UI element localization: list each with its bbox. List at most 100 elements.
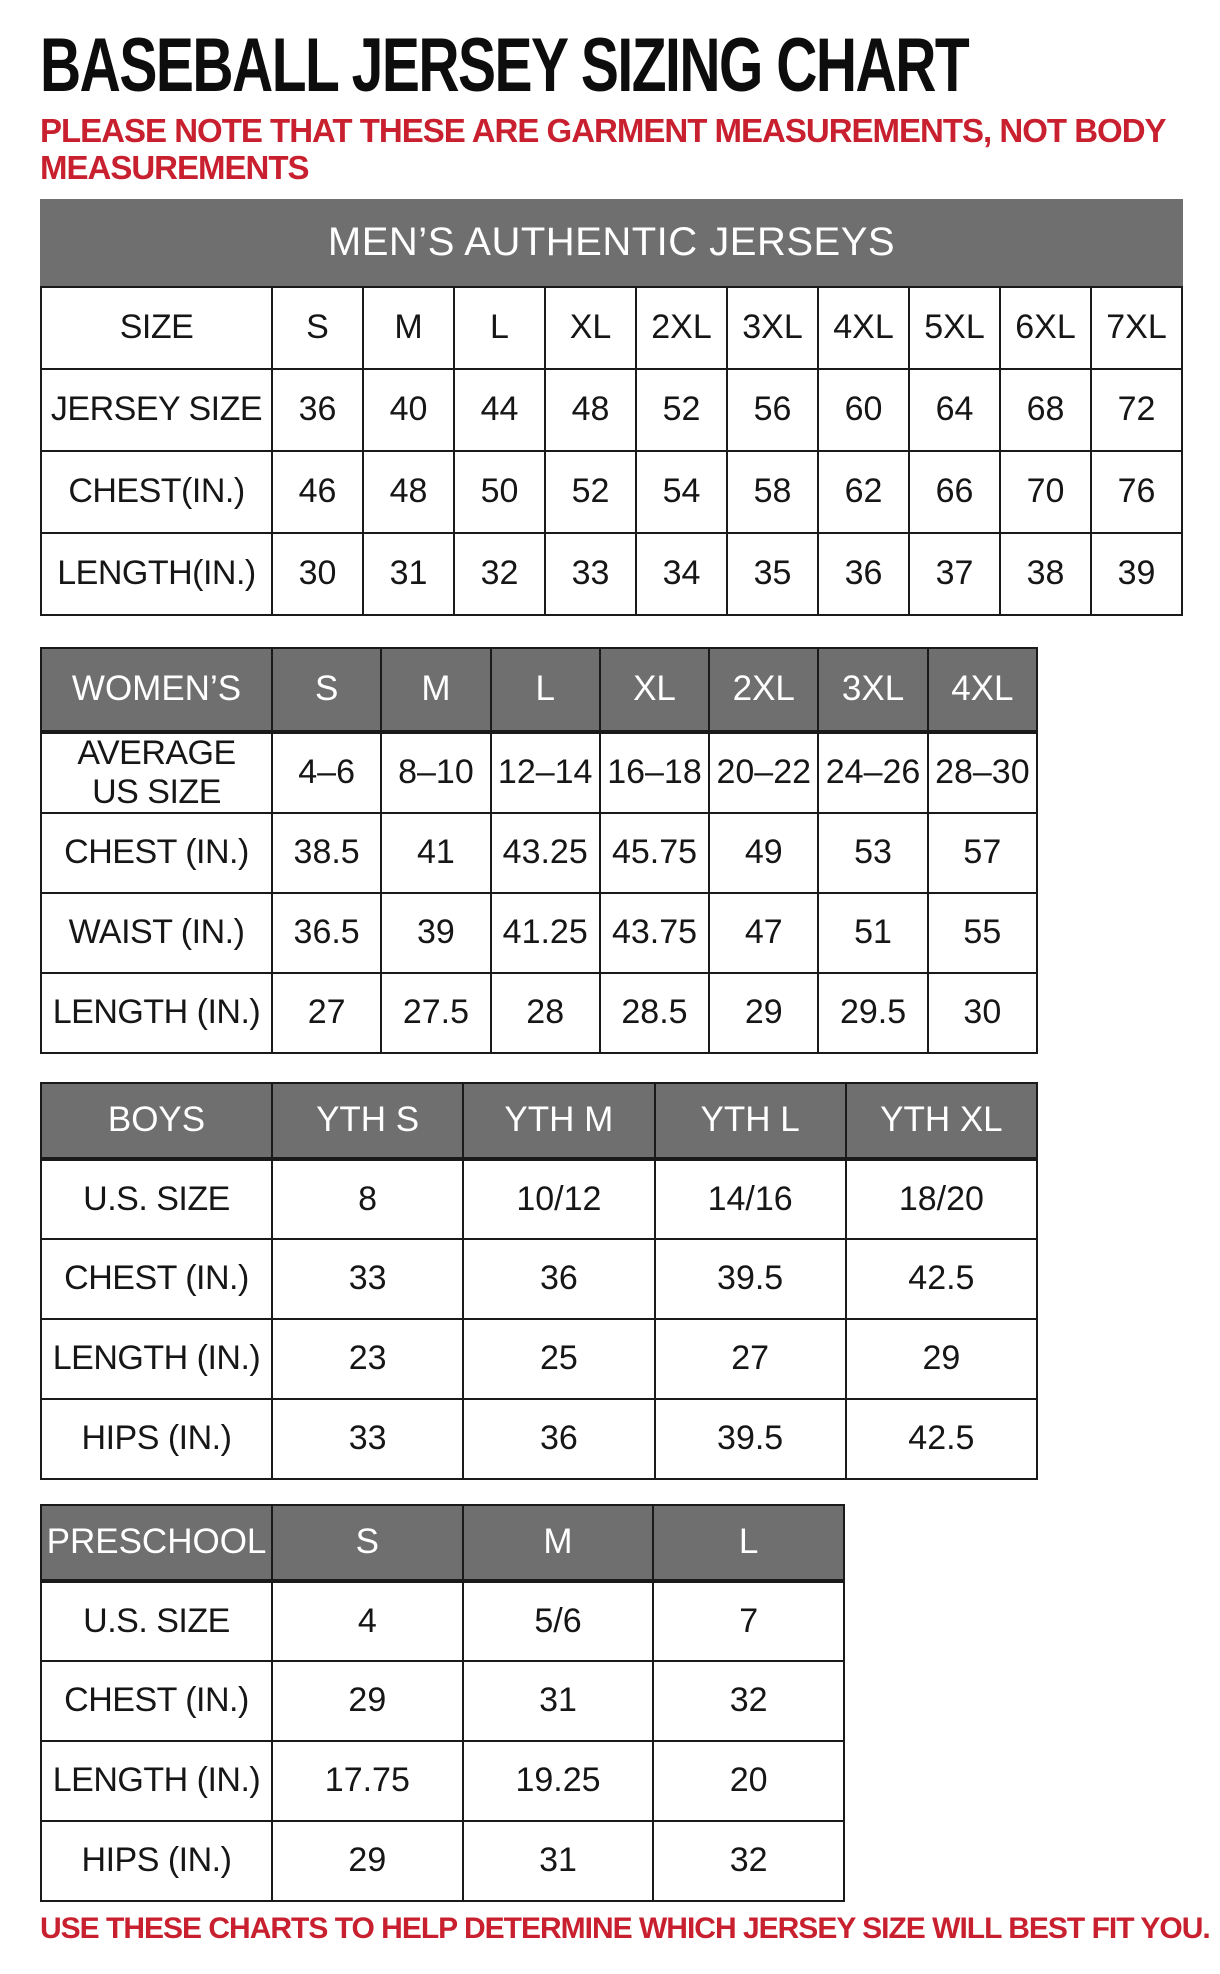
measurement-value: 40 xyxy=(362,367,455,452)
measurement-value: 20–22 xyxy=(708,730,820,814)
measurement-value: 5/6 xyxy=(461,1579,655,1662)
measurement-value: 64 xyxy=(908,367,1001,452)
measurement-value: 14/16 xyxy=(653,1157,847,1240)
measurement-value: 24–26 xyxy=(817,730,929,814)
table-header-row: WOMEN’S S M L XL 2XL 3XL 4XL xyxy=(40,646,1039,734)
measurement-row: CHEST (IN.) 38.5 41 43.25 45.75 49 53 57 xyxy=(40,811,1039,894)
measurement-value: 49 xyxy=(708,811,820,894)
table-header-row: PRESCHOOL S M L xyxy=(40,1503,845,1583)
table-header-row: BOYS YTH S YTH M YTH L YTH XL xyxy=(40,1081,1039,1161)
measurement-value: 48 xyxy=(362,449,455,534)
measurement-row: LENGTH (IN.) 23 25 27 29 xyxy=(40,1317,1039,1400)
measurement-value: 43.75 xyxy=(598,891,711,974)
measurement-row: SIZE S M L XL 2XL 3XL 4XL 5XL 6XL 7XL xyxy=(40,285,1183,370)
measurement-row: U.S. SIZE 8 10/12 14/16 18/20 xyxy=(40,1157,1039,1240)
measurement-value: 36 xyxy=(817,531,910,616)
measurement-row: CHEST(IN.) 46 48 50 52 54 58 62 66 70 76 xyxy=(40,449,1183,534)
row-label: CHEST (IN.) xyxy=(40,811,273,894)
row-label: WAIST (IN.) xyxy=(40,891,273,974)
measurement-value: 39 xyxy=(1090,531,1183,616)
measurement-value: 72 xyxy=(1090,367,1183,452)
size-column-header: XL xyxy=(598,646,711,734)
measurement-value: 28–30 xyxy=(926,730,1039,814)
row-label: HIPS (IN.) xyxy=(40,1819,273,1902)
footer-note: USE THESE CHARTS TO HELP DETERMINE WHICH… xyxy=(40,1911,1211,1945)
measurement-row: LENGTH (IN.) 17.75 19.25 20 xyxy=(40,1739,845,1822)
measurement-value: 8 xyxy=(270,1157,465,1240)
row-label: CHEST (IN.) xyxy=(40,1659,273,1742)
measurement-value: 53 xyxy=(817,811,929,894)
measurement-value: 50 xyxy=(453,449,546,534)
size-column-header: L xyxy=(489,646,601,734)
measurement-value: 33 xyxy=(270,1237,465,1320)
measurement-row: WAIST (IN.) 36.5 39 41.25 43.75 47 51 55 xyxy=(40,891,1039,974)
measurement-value: 4–6 xyxy=(270,730,383,814)
size-column-header: S xyxy=(271,1503,464,1583)
measurement-value: 4XL xyxy=(817,285,910,370)
measurement-value: 36.5 xyxy=(270,891,383,974)
measurement-value: 29 xyxy=(271,1819,464,1902)
measurement-value: 19.25 xyxy=(461,1739,655,1822)
measurement-value: 36 xyxy=(271,367,364,452)
measurement-value: 60 xyxy=(817,367,910,452)
measurement-value: 44 xyxy=(453,367,546,452)
size-column-header: 3XL xyxy=(817,646,929,734)
size-column-header: YTH XL xyxy=(844,1081,1039,1161)
measurement-value: 29 xyxy=(844,1317,1039,1400)
row-label: CHEST (IN.) xyxy=(40,1237,273,1320)
measurement-value: 10/12 xyxy=(462,1157,656,1240)
measurement-value: 32 xyxy=(453,531,546,616)
measurement-value: 30 xyxy=(926,971,1039,1054)
size-column-header: YTH S xyxy=(270,1081,465,1161)
measurement-value: XL xyxy=(544,285,637,370)
measurement-value: 32 xyxy=(652,1659,845,1742)
measurement-value: 48 xyxy=(544,367,637,452)
measurement-value: 23 xyxy=(270,1317,465,1400)
measurement-value: 41.25 xyxy=(489,891,601,974)
measurement-value: 16–18 xyxy=(598,730,711,814)
measurement-value: 8–10 xyxy=(380,730,492,814)
measurement-value: 70 xyxy=(999,449,1092,534)
measurement-value: 36 xyxy=(462,1397,656,1480)
measurement-value: 45.75 xyxy=(598,811,711,894)
measurement-value: 31 xyxy=(461,1819,655,1902)
measurement-value: 36 xyxy=(462,1237,656,1320)
size-column-header: M xyxy=(461,1503,655,1583)
size-column-header: 4XL xyxy=(926,646,1039,734)
measurement-value: 5XL xyxy=(908,285,1001,370)
measurement-value: 42.5 xyxy=(844,1397,1039,1480)
measurement-value: 4 xyxy=(271,1579,464,1662)
row-label: U.S. SIZE xyxy=(40,1579,273,1662)
measurement-value: 54 xyxy=(635,449,728,534)
measurement-row: JERSEY SIZE 36 40 44 48 52 56 60 64 68 72 xyxy=(40,367,1183,452)
row-label: LENGTH(IN.) xyxy=(40,531,273,616)
measurement-value: 37 xyxy=(908,531,1001,616)
size-column-header: L xyxy=(652,1503,845,1583)
measurement-row: CHEST (IN.) 33 36 39.5 42.5 xyxy=(40,1237,1039,1320)
measurement-value: 43.25 xyxy=(489,811,601,894)
row-label: SIZE xyxy=(40,285,273,370)
size-column-header: YTH L xyxy=(653,1081,847,1161)
table-header-label: PRESCHOOL xyxy=(40,1503,273,1583)
boys-sizing-table: BOYS YTH S YTH M YTH L YTH XL U.S. SIZE 8 10/12… xyxy=(40,1081,1039,1480)
measurement-value: 51 xyxy=(817,891,929,974)
garment-measurements-note: PLEASE NOTE THAT THESE ARE GARMENT MEASU… xyxy=(40,112,1167,187)
measurement-value: 32 xyxy=(652,1819,845,1902)
measurement-value: 38 xyxy=(999,531,1092,616)
mens-table-banner: MEN’S AUTHENTIC JERSEYS xyxy=(40,198,1183,286)
table-header-label: BOYS xyxy=(40,1081,273,1161)
measurement-value: 25 xyxy=(462,1317,656,1400)
measurement-value: 27.5 xyxy=(380,971,492,1054)
measurement-value: 47 xyxy=(708,891,820,974)
measurement-value: 17.75 xyxy=(271,1739,464,1822)
measurement-value: 39.5 xyxy=(653,1237,847,1320)
measurement-value: 20 xyxy=(652,1739,845,1822)
measurement-value: 28 xyxy=(489,971,601,1054)
measurement-value: 30 xyxy=(271,531,364,616)
mens-jerseys-section: MEN’S AUTHENTIC JERSEYS SIZE S M L XL 2XL 3XL 4… xyxy=(40,198,1220,616)
size-column-header: S xyxy=(270,646,383,734)
row-label: JERSEY SIZE xyxy=(40,367,273,452)
measurement-value: 76 xyxy=(1090,449,1183,534)
measurement-row: HIPS (IN.) 33 36 39.5 42.5 xyxy=(40,1397,1039,1480)
